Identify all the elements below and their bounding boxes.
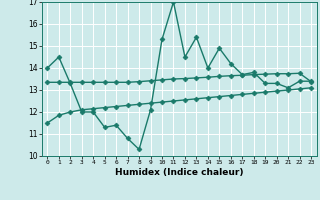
X-axis label: Humidex (Indice chaleur): Humidex (Indice chaleur) [115, 168, 244, 177]
